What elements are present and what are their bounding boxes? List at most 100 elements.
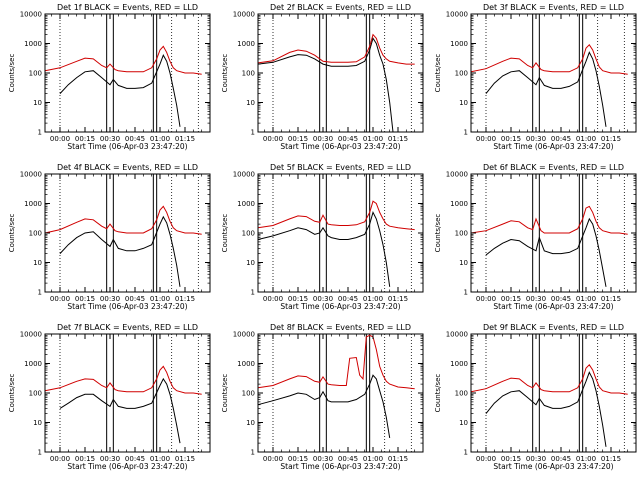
y-tick-label: 100 — [29, 390, 42, 398]
x-tick-label: 01:00 — [363, 135, 383, 143]
x-tick-label: 01:15 — [601, 455, 621, 463]
x-tick-label: 01:15 — [388, 135, 408, 143]
y-tick-label: 1000 — [237, 360, 255, 368]
x-tick-label: 01:00 — [576, 295, 596, 303]
y-tick-label: 10000 — [446, 331, 468, 339]
x-axis-label: Start Time (06-Apr-03 23:47:20) — [67, 462, 187, 471]
y-axis-label: Counts/sec — [8, 54, 16, 93]
panel-title: Det 8f BLACK = Events, RED = LLD — [270, 323, 411, 332]
x-tick-label: 01:00 — [363, 455, 383, 463]
x-tick-label: 00:30 — [526, 455, 546, 463]
x-tick-label: 01:15 — [175, 135, 195, 143]
events-series-line — [59, 377, 181, 444]
events-series-line — [257, 211, 391, 287]
y-tick-label: 10000 — [20, 331, 42, 339]
y-tick-label: 1 — [38, 449, 42, 457]
y-tick-label: 1000 — [450, 360, 468, 368]
x-tick-label: 00:15 — [288, 135, 308, 143]
panel-title: Det 2f BLACK = Events, RED = LLD — [270, 3, 411, 12]
x-tick-label: 00:45 — [125, 455, 145, 463]
y-tick-label: 1 — [251, 289, 255, 297]
x-tick-label: 00:30 — [313, 455, 333, 463]
events-series-line — [485, 217, 607, 287]
x-tick-label: 00:00 — [50, 455, 70, 463]
x-tick-label: 00:45 — [338, 295, 358, 303]
panel-title: Det 4f BLACK = Events, RED = LLD — [57, 163, 198, 172]
y-tick-label: 1 — [38, 289, 42, 297]
x-tick-label: 00:30 — [100, 455, 120, 463]
y-tick-label: 100 — [455, 70, 468, 78]
events-series-line — [59, 54, 181, 127]
lld-series-line — [257, 334, 415, 390]
x-tick-label: 00:45 — [338, 135, 358, 143]
x-tick-label: 00:00 — [476, 295, 496, 303]
x-tick-label: 01:15 — [388, 295, 408, 303]
x-axis-label: Start Time (06-Apr-03 23:47:20) — [493, 462, 613, 471]
x-axis-label: Start Time (06-Apr-03 23:47:20) — [280, 462, 400, 471]
y-tick-label: 1 — [464, 449, 468, 457]
y-axis-label: Counts/sec — [221, 374, 229, 413]
y-tick-label: 10 — [33, 259, 42, 267]
y-tick-label: 100 — [242, 390, 255, 398]
y-tick-label: 100 — [242, 70, 255, 78]
x-tick-label: 01:00 — [150, 135, 170, 143]
y-tick-label: 10000 — [233, 331, 255, 339]
y-tick-label: 100 — [29, 70, 42, 78]
panel-title: Det 5f BLACK = Events, RED = LLD — [270, 163, 411, 172]
y-tick-label: 10 — [246, 99, 255, 107]
y-tick-label: 10000 — [446, 171, 468, 179]
x-tick-label: 00:15 — [288, 295, 308, 303]
y-tick-label: 10 — [459, 99, 468, 107]
x-tick-label: 01:00 — [576, 455, 596, 463]
lld-series-line — [44, 45, 202, 75]
events-series-line — [257, 374, 391, 438]
x-tick-label: 00:30 — [526, 295, 546, 303]
y-axis-label: Counts/sec — [434, 54, 442, 93]
lld-series-line — [44, 205, 202, 235]
y-tick-label: 1000 — [237, 40, 255, 48]
x-tick-label: 00:00 — [263, 455, 283, 463]
x-tick-label: 01:15 — [601, 295, 621, 303]
events-series-line — [257, 37, 394, 133]
y-axis-label: Counts/sec — [434, 214, 442, 253]
x-tick-label: 00:45 — [125, 135, 145, 143]
panel-7: Det 7f BLACK = Events, RED = LLD 1 10 100 10… — [8, 323, 211, 471]
x-tick-label: 01:00 — [150, 455, 170, 463]
y-tick-label: 10000 — [446, 11, 468, 19]
panel-title: Det 9f BLACK = Events, RED = LLD — [483, 323, 624, 332]
lld-series-line — [257, 33, 415, 65]
y-tick-label: 1000 — [237, 200, 255, 208]
x-axis-label: Start Time (06-Apr-03 23:47:20) — [280, 142, 400, 151]
y-axis-label: Counts/sec — [221, 214, 229, 253]
x-tick-label: 01:15 — [388, 455, 408, 463]
x-tick-label: 00:00 — [263, 295, 283, 303]
x-tick-label: 01:15 — [175, 295, 195, 303]
x-tick-label: 00:45 — [551, 455, 571, 463]
x-tick-label: 00:45 — [551, 295, 571, 303]
y-tick-label: 1000 — [450, 40, 468, 48]
panel-3: Det 3f BLACK = Events, RED = LLD 1 10 100 10… — [434, 3, 637, 151]
x-tick-label: 00:00 — [50, 295, 70, 303]
y-tick-label: 10 — [459, 419, 468, 427]
y-tick-label: 1 — [464, 129, 468, 137]
panel-9: Det 9f BLACK = Events, RED = LLD 1 10 100 10… — [434, 323, 637, 471]
panel-title: Det 3f BLACK = Events, RED = LLD — [483, 3, 624, 12]
x-tick-label: 00:15 — [501, 295, 521, 303]
y-axis-label: Counts/sec — [8, 374, 16, 413]
y-tick-label: 1 — [251, 129, 255, 137]
y-tick-label: 10 — [33, 419, 42, 427]
x-tick-label: 00:45 — [551, 135, 571, 143]
x-tick-label: 00:15 — [288, 455, 308, 463]
y-tick-label: 10 — [246, 259, 255, 267]
x-tick-label: 01:00 — [363, 295, 383, 303]
y-tick-label: 1000 — [24, 40, 42, 48]
panel-title: Det 7f BLACK = Events, RED = LLD — [57, 323, 198, 332]
panel-4: Det 4f BLACK = Events, RED = LLD 1 10 100 10… — [8, 163, 211, 311]
y-tick-label: 10 — [459, 259, 468, 267]
x-tick-label: 00:45 — [338, 455, 358, 463]
y-tick-label: 100 — [29, 230, 42, 238]
x-tick-label: 01:00 — [576, 135, 596, 143]
x-tick-label: 00:30 — [313, 135, 333, 143]
x-tick-label: 00:15 — [75, 295, 95, 303]
